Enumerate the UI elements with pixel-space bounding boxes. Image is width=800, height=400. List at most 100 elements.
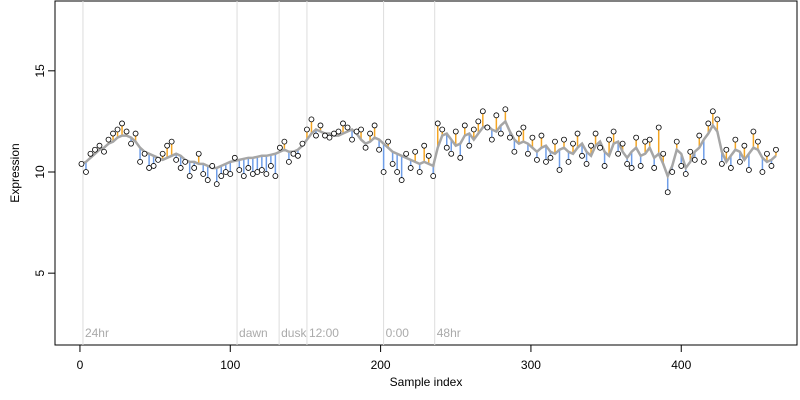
point: [601, 163, 608, 169]
point: [304, 126, 310, 133]
point: [78, 160, 85, 167]
point: [561, 136, 567, 143]
point: [624, 160, 631, 167]
point: [457, 154, 464, 161]
point: [177, 165, 184, 171]
point: [615, 150, 622, 157]
point: [218, 173, 225, 179]
annotation-label: 48hr: [437, 326, 461, 340]
point: [673, 138, 680, 145]
point: [538, 132, 545, 139]
point: [227, 171, 234, 177]
point: [425, 152, 432, 159]
point: [434, 120, 441, 127]
point: [597, 144, 603, 151]
point: [385, 138, 392, 145]
point: [768, 163, 775, 169]
point: [141, 150, 148, 157]
point: [195, 150, 202, 157]
point: [335, 128, 342, 135]
point: [750, 128, 757, 135]
point: [443, 144, 450, 151]
point: [764, 150, 770, 157]
point: [204, 177, 211, 183]
point: [412, 148, 419, 155]
point: [516, 130, 522, 137]
point: [344, 124, 351, 131]
point: [678, 163, 685, 169]
point: [497, 130, 504, 137]
point: [606, 136, 612, 143]
point: [101, 148, 107, 155]
point: [529, 134, 536, 141]
point: [709, 108, 716, 115]
y-tick-label: 10: [33, 165, 47, 179]
point: [258, 167, 265, 173]
point: [155, 156, 162, 163]
y-tick-label: 15: [33, 64, 47, 78]
point: [759, 169, 766, 175]
point: [313, 132, 319, 139]
point: [696, 132, 703, 139]
point: [570, 140, 576, 147]
point: [574, 130, 581, 137]
point: [403, 150, 410, 157]
point: [182, 158, 189, 165]
point: [236, 167, 243, 173]
point: [173, 156, 180, 163]
point: [308, 116, 315, 123]
point: [376, 146, 382, 153]
annotation-label: 12:00: [309, 326, 339, 340]
point: [159, 150, 166, 157]
point: [660, 150, 667, 157]
point: [367, 130, 373, 137]
point: [87, 150, 94, 157]
point: [209, 163, 216, 169]
point: [213, 181, 220, 188]
point: [92, 146, 98, 153]
point: [245, 165, 252, 171]
x-tick-label: 0: [77, 358, 84, 372]
point: [588, 142, 594, 149]
point: [556, 167, 563, 173]
point: [114, 126, 121, 133]
point: [628, 165, 635, 171]
point: [439, 126, 446, 133]
annotation-label: dawn: [239, 326, 268, 340]
point: [358, 126, 364, 133]
point: [295, 152, 301, 159]
point: [552, 138, 558, 145]
x-tick-label: 300: [521, 358, 541, 372]
point: [741, 142, 748, 149]
point: [83, 169, 89, 175]
plot-box: [54, 0, 798, 346]
point: [773, 146, 779, 153]
annotation-label: 24hr: [85, 326, 109, 340]
x-tick-label: 400: [671, 358, 691, 372]
point: [231, 154, 238, 161]
point: [723, 146, 730, 153]
point: [110, 130, 116, 137]
point: [583, 160, 590, 167]
point: [565, 158, 572, 165]
x-tick-label: 200: [371, 358, 391, 372]
point: [150, 163, 157, 169]
point: [682, 171, 689, 177]
point: [168, 138, 175, 145]
point: [105, 136, 112, 143]
point: [186, 173, 193, 179]
point: [466, 142, 473, 149]
point: [610, 128, 617, 135]
point: [488, 136, 495, 143]
point: [687, 148, 694, 155]
point: [520, 124, 527, 131]
annotation-label: dusk: [281, 326, 307, 340]
point: [736, 158, 743, 165]
point: [317, 122, 324, 129]
point: [286, 158, 292, 165]
point: [380, 169, 387, 175]
point: [592, 130, 599, 137]
point: [326, 134, 333, 141]
point: [511, 148, 518, 155]
point: [416, 169, 423, 175]
